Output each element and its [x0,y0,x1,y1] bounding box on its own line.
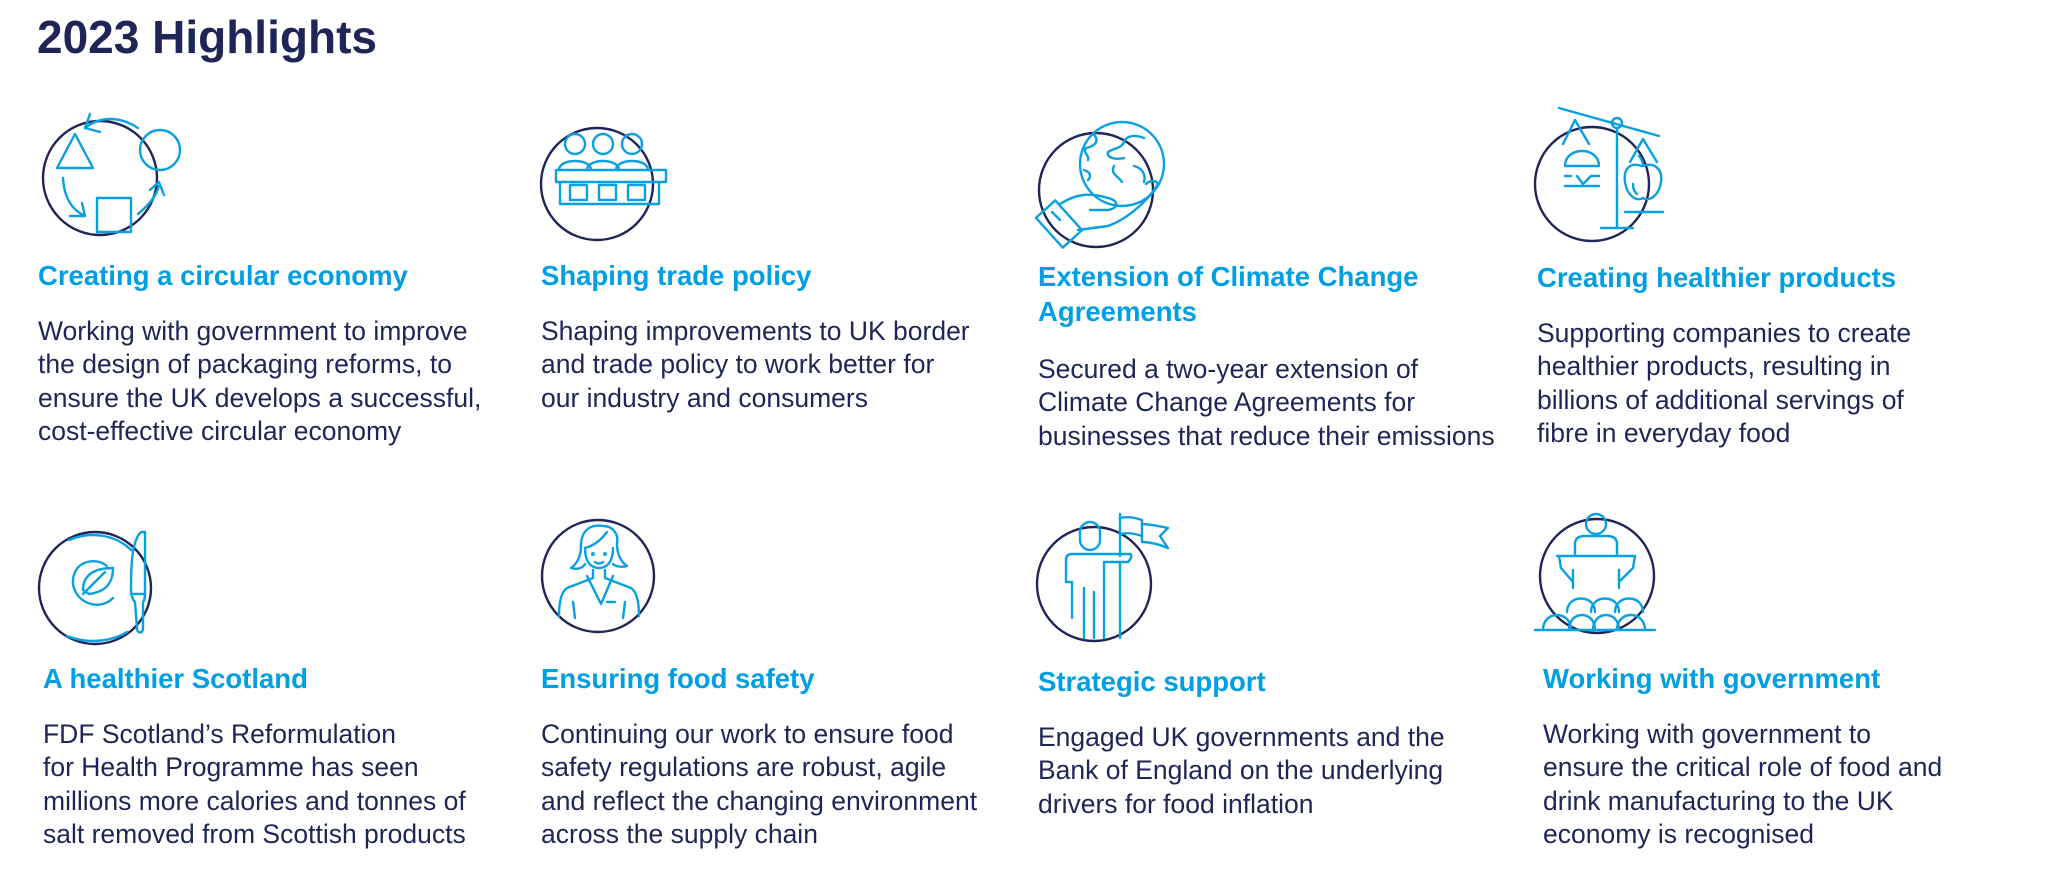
highlight-heading: A healthier Scotland [43,663,308,694]
highlight-body: Working with government to improve the d… [38,316,482,446]
highlight-heading: Ensuring food safety [541,663,815,694]
highlight-body: Continuing our work to ensure food safet… [541,719,978,849]
globe-in-hand-icon [1034,114,1178,254]
highlight-body: Working with government to ensure the cr… [1543,719,1943,849]
highlight-body: Supporting companies to create healthier… [1537,318,1912,448]
highlight-heading: Extension of Climate Change Agreements [1038,261,1419,327]
trade-policy-icon [539,124,681,244]
circular-economy-icon [40,106,182,246]
plate-leaf-knife-icon [37,528,167,648]
highlight-body: Engaged UK governments and the Bank of E… [1038,722,1445,819]
highlight-body: Shaping improvements to UK border and tr… [541,316,970,413]
highlight-heading: Strategic support [1038,666,1266,697]
highlight-heading: Shaping trade policy [541,260,812,291]
balance-scale-food-icon [1533,106,1685,246]
highlight-heading: Creating healthier products [1537,262,1897,293]
highlight-body: Secured a two-year extension of Climate … [1038,354,1495,451]
person-with-flag-icon [1032,512,1192,652]
highlight-heading: Creating a circular economy [38,260,408,291]
highlight-heading: Working with government [1543,663,1881,694]
highlight-body: FDF Scotland’s Reformulation for Health … [43,719,466,849]
page-title: 2023 Highlights [37,11,377,63]
speaker-podium-audience-icon [1533,512,1663,642]
food-safety-person-icon [540,518,661,638]
